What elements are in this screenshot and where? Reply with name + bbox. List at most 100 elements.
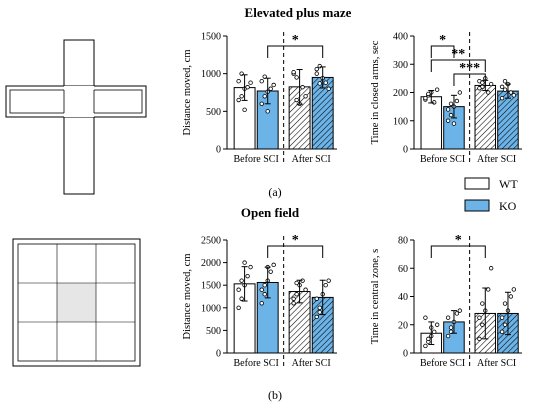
data-point (480, 322, 485, 327)
data-point (434, 87, 440, 92)
data-point (294, 292, 299, 297)
y-axis-label: Time in closed arms, sec (370, 40, 381, 144)
data-point (317, 310, 322, 315)
data-point (508, 294, 514, 299)
data-point (499, 95, 505, 101)
data-point (445, 333, 451, 339)
legend: WT KO (464, 177, 518, 213)
y-tick-label: 1000 (201, 303, 221, 314)
data-point (236, 305, 241, 310)
y-tick-label: 100 (393, 116, 408, 127)
y-tick-label: 0 (403, 349, 408, 360)
data-point (423, 343, 428, 349)
x-category-label: Before SCI (234, 154, 279, 165)
data-point (502, 78, 508, 84)
data-point (445, 107, 451, 112)
data-point (242, 107, 247, 113)
data-point (502, 322, 508, 327)
data-point (314, 296, 319, 301)
y-tick-label: 200 (393, 88, 408, 99)
y-tick-label: 2500 (201, 236, 221, 247)
chart-3: 0 500 1000 1500 2000 2500 Distance moved, cm Be… (182, 233, 337, 369)
data-point (303, 287, 308, 292)
data-point (245, 85, 250, 90)
data-point (488, 266, 494, 271)
data-point (236, 78, 241, 84)
x-category-label: After SCI (292, 154, 331, 165)
data-point (480, 301, 485, 306)
data-point (317, 81, 322, 86)
y-tick-label: 40 (398, 292, 408, 303)
data-point (477, 336, 482, 342)
data-point (434, 322, 440, 327)
data-point (326, 86, 331, 91)
panel-label-a: (a) (268, 185, 281, 199)
y-axis-label: Time in central zone, s (370, 249, 381, 345)
data-point (262, 292, 267, 297)
significance-label: * (292, 233, 299, 248)
y-tick-label: 2000 (201, 258, 221, 269)
x-category-label: After SCI (477, 154, 516, 165)
data-point (314, 314, 319, 320)
data-point (248, 80, 253, 85)
data-point (259, 287, 264, 292)
data-point (300, 85, 305, 90)
chart-2: 0 100 200 300 400 Time in closed arms, sec Bef… (370, 32, 522, 165)
y-axis-label: Distance moved, cm (182, 253, 193, 339)
data-point (317, 305, 322, 310)
epm-title: Elevated plus maze (245, 5, 352, 20)
data-point (323, 283, 328, 288)
data-point (432, 100, 437, 105)
significance-label: * (439, 33, 446, 48)
of-title: Open field (241, 205, 300, 220)
significance-bracket (453, 73, 486, 86)
significance-bracket (430, 45, 455, 58)
y-tick-label: 1500 (201, 32, 221, 43)
data-point (294, 75, 299, 80)
data-point (303, 94, 308, 99)
bar-wt (420, 96, 443, 150)
data-point (262, 283, 267, 288)
data-point (239, 296, 244, 301)
data-point (245, 273, 250, 279)
legend-label-ko: KO (499, 199, 517, 213)
data-point (457, 308, 463, 313)
data-point (291, 296, 296, 301)
data-point (423, 95, 428, 101)
y-tick-label: 1500 (201, 281, 221, 292)
data-point (486, 90, 491, 95)
data-point (248, 264, 253, 270)
data-point (423, 315, 428, 320)
y-tick-label: 500 (206, 107, 221, 118)
data-point (426, 91, 431, 97)
data-point (265, 109, 270, 114)
data-point (242, 260, 247, 265)
data-point (259, 78, 264, 84)
significance-label: * (455, 233, 462, 248)
data-point (499, 84, 505, 90)
data-point (294, 97, 299, 103)
x-category-label: Before SCI (234, 358, 279, 369)
significance-bracket (267, 45, 324, 58)
data-point (239, 278, 244, 283)
data-point (445, 315, 451, 320)
data-point (259, 301, 264, 306)
legend-label-wt: WT (499, 177, 518, 191)
x-category-label: After SCI (292, 358, 331, 369)
y-axis-label: Distance moved, cm (182, 49, 193, 135)
data-point (488, 81, 494, 87)
data-point (262, 94, 267, 99)
significance-label: ** (451, 47, 465, 62)
x-category-label: Before SCI (420, 154, 465, 165)
data-point (236, 287, 241, 292)
data-point (291, 301, 296, 306)
data-point (477, 315, 482, 320)
data-point (426, 336, 431, 342)
data-point (511, 93, 517, 98)
data-point (314, 71, 319, 76)
data-point (448, 101, 454, 106)
data-point (454, 98, 460, 104)
data-point (323, 80, 328, 85)
y-tick-label: 400 (393, 32, 408, 43)
